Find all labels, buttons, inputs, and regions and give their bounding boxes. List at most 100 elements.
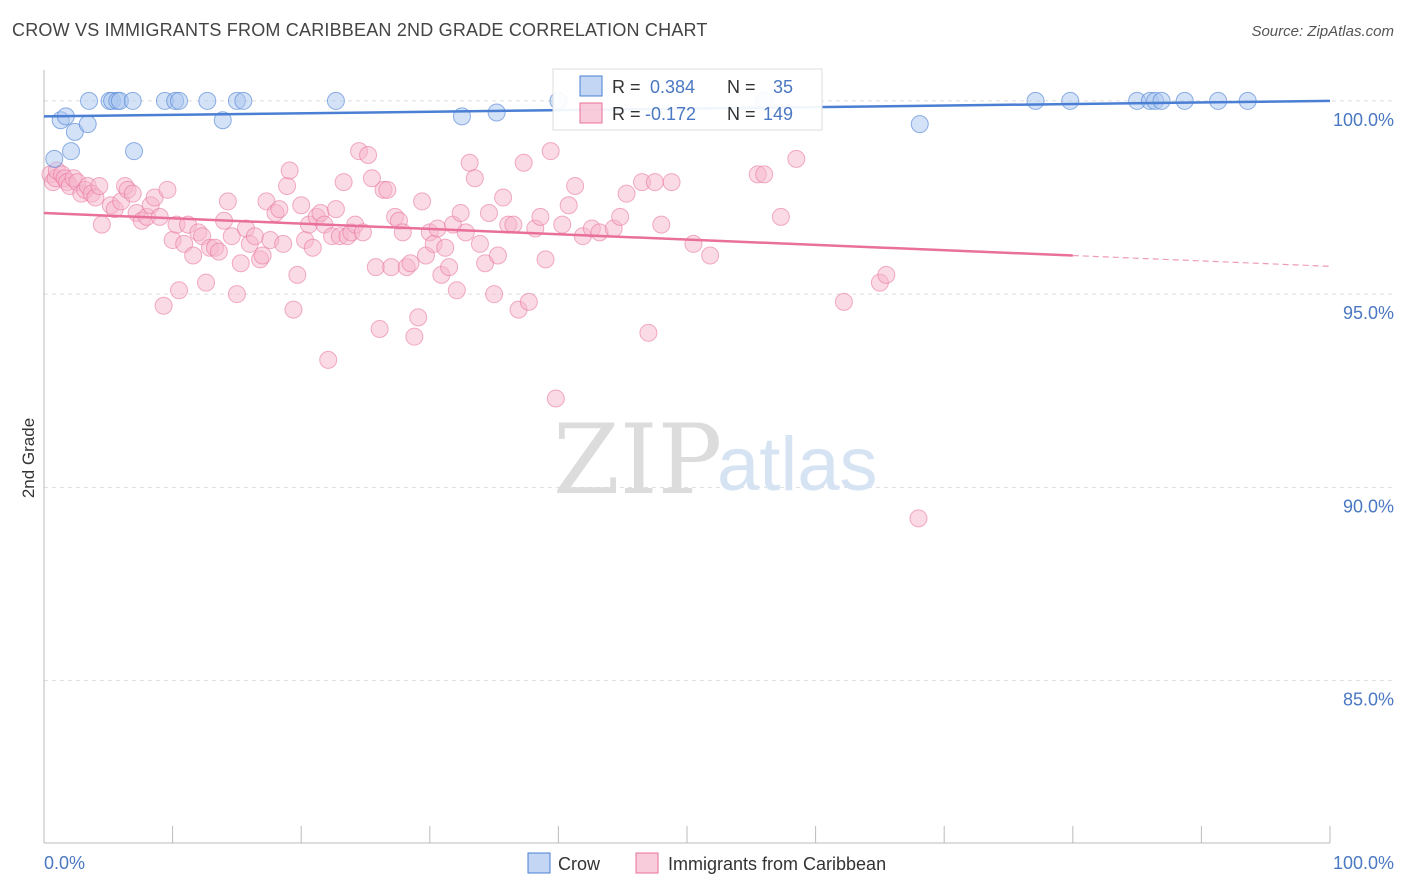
legend-caribbean-label: Immigrants from Caribbean (668, 854, 886, 874)
watermark-zip: ZIP (553, 404, 722, 516)
caribbean-point (536, 250, 555, 269)
caribbean-n-value: 149 (763, 104, 793, 124)
x-axis-ticks (43, 826, 1331, 843)
caribbean-point (465, 169, 484, 188)
crow-point (487, 103, 506, 122)
crow-point (1152, 91, 1171, 110)
y-axis-title: 2nd Grade (19, 418, 38, 498)
caribbean-point (90, 176, 109, 195)
caribbean-point (292, 196, 311, 215)
caribbean-point (470, 234, 489, 253)
caribbean-n-label: N = (727, 104, 756, 124)
crow-point (326, 91, 345, 110)
caribbean-point (566, 176, 585, 195)
bottom-legend: Crow Immigrants from Caribbean (527, 852, 886, 874)
crow-point (1209, 91, 1228, 110)
caribbean-point (401, 254, 420, 273)
caribbean-point (834, 292, 853, 311)
caribbean-point (652, 215, 671, 234)
caribbean-point (274, 234, 293, 253)
caribbean-point (877, 265, 896, 284)
caribbean-point (409, 308, 428, 327)
crow-point (80, 91, 99, 110)
crow-swatch (579, 75, 603, 97)
caribbean-point (787, 149, 806, 168)
caribbean-point (413, 192, 432, 211)
chart-title: CROW VS IMMIGRANTS FROM CARIBBEAN 2ND GR… (12, 20, 708, 40)
crow-point (78, 115, 97, 134)
caribbean-r-value: -0.172 (645, 104, 696, 124)
crow-point (198, 91, 217, 110)
caribbean-point (494, 188, 513, 207)
crow-point (910, 115, 929, 134)
caribbean-point (451, 204, 470, 223)
caribbean-point (382, 258, 401, 277)
crow-n-value: 35 (773, 77, 793, 97)
y-axis-ticks: 100.0% 95.0% 90.0% 85.0% (1333, 110, 1394, 710)
caribbean-swatch (579, 102, 603, 124)
watermark-atlas: atlas (717, 422, 878, 507)
crow-r-label: R = (612, 77, 641, 97)
caribbean-point (184, 246, 203, 265)
caribbean-point (485, 285, 504, 304)
caribbean-point (288, 265, 307, 284)
caribbean-point (531, 207, 550, 226)
caribbean-point (231, 254, 250, 273)
caribbean-point (245, 227, 264, 246)
caribbean-point (639, 323, 658, 342)
caribbean-point (701, 246, 720, 265)
crow-point (45, 149, 64, 168)
caribbean-point (546, 389, 565, 408)
caribbean-point (370, 319, 389, 338)
caribbean-point (909, 509, 928, 528)
crow-n-label: N = (727, 77, 756, 97)
caribbean-point (519, 292, 538, 311)
caribbean-point (123, 184, 142, 203)
crow-point (123, 91, 142, 110)
legend-crow-swatch (527, 852, 551, 874)
caribbean-point (319, 350, 338, 369)
crow-point (62, 142, 81, 161)
crow-point (1175, 91, 1194, 110)
y-tick-label: 95.0% (1343, 303, 1394, 323)
caribbean-point (447, 281, 466, 300)
caribbean-point (611, 207, 630, 226)
caribbean-point (362, 169, 381, 188)
caribbean-point (253, 246, 272, 265)
caribbean-point (559, 196, 578, 215)
caribbean-point (92, 215, 111, 234)
caribbean-point (218, 192, 237, 211)
caribbean-point (278, 176, 297, 195)
crow-point (234, 91, 253, 110)
caribbean-point (645, 173, 664, 192)
legend-caribbean-swatch (635, 852, 659, 874)
caribbean-point (514, 153, 533, 172)
caribbean-trend-line (43, 211, 1073, 257)
caribbean-point (436, 238, 455, 257)
x-tick-label-min: 0.0% (44, 853, 85, 873)
caribbean-point (197, 273, 216, 292)
caribbean-point (553, 215, 572, 234)
caribbean-point (303, 238, 322, 257)
crow-point (1026, 91, 1045, 110)
caribbean-point (479, 204, 498, 223)
caribbean-point (405, 327, 424, 346)
caribbean-point (456, 223, 475, 242)
crow-point (125, 142, 144, 161)
caribbean-point (684, 234, 703, 253)
caribbean-points (41, 142, 928, 528)
caribbean-point (662, 173, 681, 192)
x-tick-label-max: 100.0% (1333, 853, 1394, 873)
crow-point (213, 111, 232, 130)
caribbean-trend-extension (1072, 254, 1331, 267)
caribbean-point (378, 180, 397, 199)
caribbean-r-label: R = (612, 104, 641, 124)
caribbean-point (280, 161, 299, 180)
caribbean-point (326, 200, 345, 219)
caribbean-point (366, 258, 385, 277)
source-credit: Source: ZipAtlas.com (1251, 23, 1394, 40)
caribbean-point (209, 242, 228, 261)
y-tick-label: 90.0% (1343, 496, 1394, 516)
caribbean-point (504, 215, 523, 234)
